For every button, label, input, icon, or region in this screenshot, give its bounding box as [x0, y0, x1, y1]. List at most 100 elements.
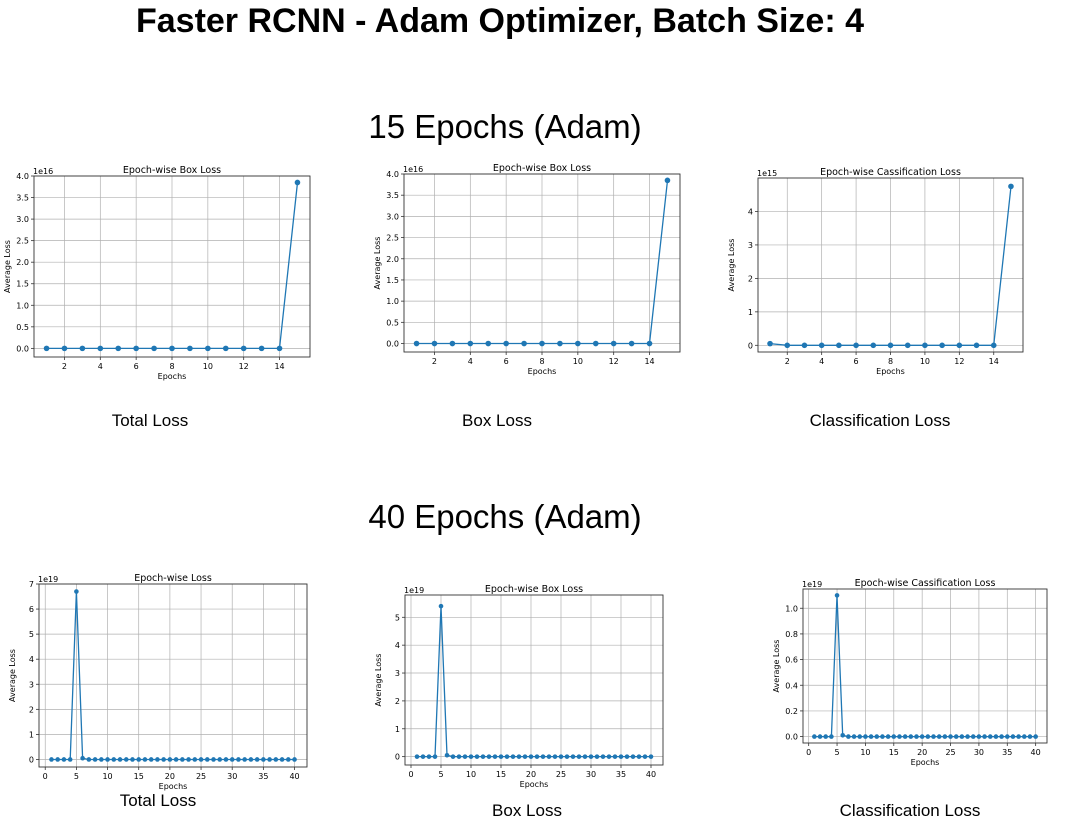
data-point — [467, 340, 474, 347]
data-point — [267, 757, 272, 762]
x-tick-label: 10 — [573, 357, 583, 366]
data-point — [117, 757, 123, 762]
y-axis-label: Average Loss — [8, 649, 17, 702]
data-point — [976, 734, 982, 739]
data-point — [557, 340, 563, 347]
data-point — [61, 757, 67, 762]
data-point — [92, 757, 98, 762]
plot-frame — [38, 583, 308, 768]
x-tick-label: 8 — [539, 357, 544, 366]
data-point — [902, 734, 908, 739]
x-tick-label: 40 — [1031, 748, 1041, 757]
y-tick-label: 4.0 — [386, 170, 399, 179]
x-axis-label: Epochs — [876, 367, 905, 376]
page-title: Faster RCNN - Adam Optimizer, Batch Size… — [135, 2, 864, 40]
y-tick-label: 0.0 — [785, 733, 798, 742]
data-point — [521, 340, 527, 347]
y-tick-label: 1.5 — [386, 276, 399, 285]
y-tick-label: 5 — [29, 630, 34, 639]
data-point — [1008, 183, 1014, 190]
x-tick-label: 5 — [438, 770, 443, 779]
data-point — [925, 734, 931, 739]
y-tick-label: 2 — [395, 697, 400, 706]
x-tick-label: 14 — [989, 357, 999, 366]
y-tick-label: 0.0 — [16, 344, 29, 353]
axis-offset-label: 1e19 — [38, 575, 58, 584]
data-point — [229, 757, 235, 762]
axis-offset-label: 1e19 — [404, 586, 424, 595]
data-point — [79, 345, 86, 352]
y-tick-label: 1.0 — [386, 297, 399, 306]
data-point — [914, 734, 919, 739]
data-point — [846, 734, 851, 739]
data-point — [486, 754, 492, 759]
data-point — [990, 342, 997, 349]
y-tick-label: 4 — [29, 655, 34, 664]
data-point — [130, 757, 135, 762]
y-tick-label: 3 — [395, 669, 400, 678]
y-tick-label: 1.0 — [16, 301, 29, 310]
data-point — [767, 340, 773, 347]
data-point — [186, 757, 191, 762]
y-tick-label: 1 — [29, 730, 34, 739]
data-point — [97, 345, 104, 352]
x-axis-label: Epochs — [520, 780, 549, 789]
chart-15-box-loss: 2 4 6 8 10 12 14 0.0 0.5 1.0 1.5 2.0 2.5 3.0 3.5 4.0 Epo… — [373, 163, 681, 376]
chart-title: Epoch-wise Box Loss — [485, 584, 583, 595]
x-tick-label: 30 — [227, 772, 237, 781]
data-point — [444, 752, 450, 758]
data-point — [982, 734, 987, 739]
y-tick-label: 7 — [29, 580, 34, 589]
data-point — [413, 340, 420, 347]
data-point — [897, 734, 902, 739]
x-tick-label: 25 — [945, 748, 955, 757]
data-point — [973, 342, 980, 349]
data-point — [123, 757, 129, 762]
data-point — [198, 757, 204, 762]
x-tick-label: 4 — [819, 357, 824, 366]
data-point — [254, 757, 260, 762]
axis-offset-label: 1e16 — [33, 167, 53, 176]
data-point — [959, 734, 965, 739]
data-point — [628, 340, 635, 347]
data-point — [142, 757, 148, 762]
x-tick-label: 4 — [468, 357, 473, 366]
series-line — [417, 606, 651, 758]
data-point — [426, 754, 432, 759]
axis-offset-label: 1e16 — [403, 165, 423, 174]
data-point — [829, 734, 834, 739]
y-tick-label: 0.5 — [386, 318, 399, 327]
plot-frame — [404, 594, 664, 766]
y-tick-label: 0.4 — [785, 681, 798, 690]
x-tick-label: 40 — [289, 772, 299, 781]
data-point — [1022, 734, 1027, 739]
y-tick-label: 2 — [29, 705, 34, 714]
data-point — [874, 734, 880, 739]
data-point — [155, 757, 160, 762]
data-point — [276, 345, 283, 352]
x-tick-label: 6 — [854, 357, 859, 366]
x-tick-label: 15 — [889, 748, 899, 757]
data-point — [648, 754, 654, 759]
data-point — [834, 593, 840, 598]
x-tick-label: 10 — [102, 772, 112, 781]
data-point — [956, 342, 963, 349]
chart-title: Epoch-wise Cassification Loss — [820, 167, 961, 178]
y-tick-label: 3.5 — [386, 191, 399, 200]
x-tick-label: 6 — [504, 357, 509, 366]
data-point — [612, 754, 618, 759]
data-point — [840, 733, 846, 738]
x-tick-label: 25 — [556, 770, 566, 779]
data-point — [167, 757, 173, 762]
x-tick-label: 35 — [258, 772, 268, 781]
chart-40-total-loss: 0 5 10 15 20 25 30 35 40 0 1 2 3 4 5 6 7 Epoch-wise Loss E… — [8, 573, 308, 791]
y-axis-label: Average Loss — [772, 640, 781, 693]
x-tick-label: 20 — [165, 772, 175, 781]
y-tick-label: 3.0 — [386, 212, 399, 221]
caption-40-classification-loss: Classification Loss — [839, 801, 981, 820]
x-tick-label: 0 — [806, 748, 811, 757]
x-tick-label: 2 — [432, 357, 437, 366]
data-point — [204, 757, 210, 762]
y-axis-label: Average Loss — [3, 240, 12, 293]
data-point — [67, 757, 73, 762]
